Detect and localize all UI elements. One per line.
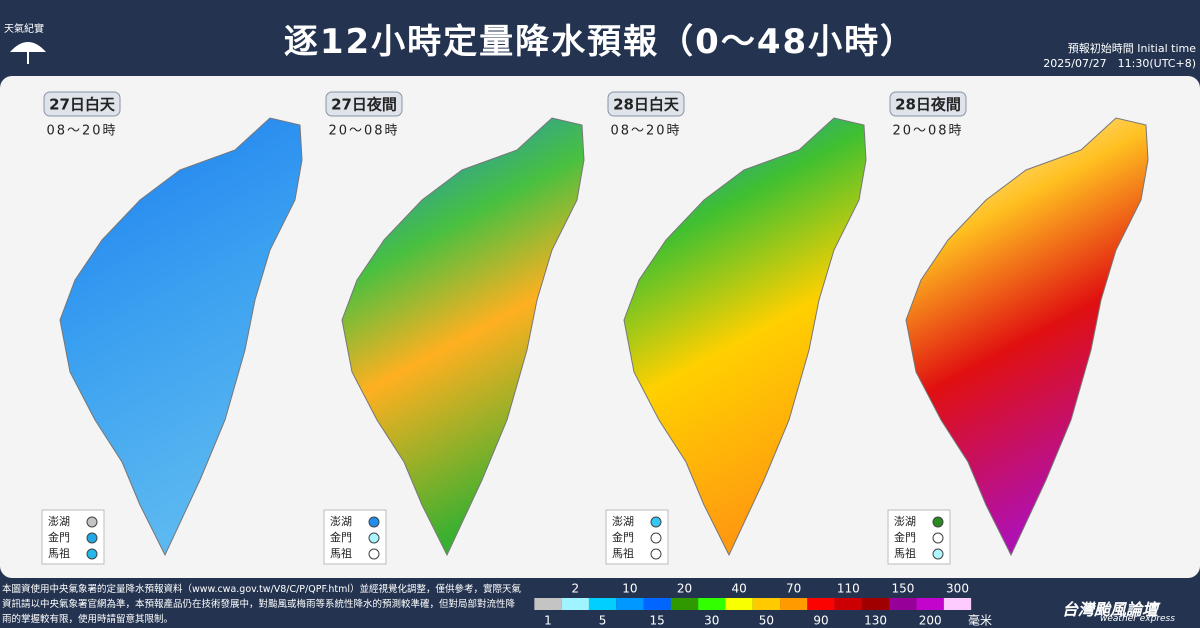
scale-box — [643, 598, 671, 610]
scale-box — [534, 598, 562, 610]
panel-day: 27日夜間 — [331, 96, 397, 114]
island-name: 澎湖 — [330, 515, 352, 528]
scale-unit: 毫米 — [968, 613, 992, 628]
scale-label: 50 — [759, 614, 774, 628]
island-map — [905, 117, 1149, 557]
scale-label: 130 — [864, 614, 887, 628]
brand: 台灣颱風論壇 — [1062, 600, 1159, 619]
island-name: 金門 — [894, 530, 916, 544]
color-scale: 1 2 5 10 15 20 30 40 50 70 90 110 130 150 200 300 毫米 — [534, 582, 992, 628]
header — [0, 0, 1200, 76]
scale-label: 5 — [599, 614, 607, 628]
panel-day: 28日白天 — [613, 96, 680, 114]
logo-text: 天氣紀實 — [4, 24, 44, 35]
island-map — [623, 117, 867, 557]
scale-box — [916, 598, 944, 610]
scale-box — [725, 598, 753, 610]
island-name: 澎湖 — [612, 515, 634, 528]
maps: 27日白天08～20時澎湖金門馬祖27日夜間20～08時澎湖金門馬祖28日白天0… — [41, 91, 1149, 565]
panel-time: 20～08時 — [328, 124, 399, 139]
scale-label: 15 — [650, 614, 665, 628]
island-name: 金門 — [330, 530, 352, 544]
scale-box — [889, 598, 917, 610]
scale-label: 2 — [571, 582, 579, 596]
scale-box — [698, 598, 726, 610]
panel-time: 08～20時 — [46, 124, 117, 139]
scale-label: 40 — [731, 582, 746, 596]
disclaimer: 本圖資使用中央氣象署的定量降水預報資料（www.cwa.gov.tw/V8/C/… — [2, 584, 522, 625]
scale-label: 300 — [946, 582, 969, 596]
island-name: 馬祖 — [894, 546, 916, 560]
scale-label: 70 — [786, 582, 801, 596]
island-dot — [650, 532, 662, 544]
scale-label: 200 — [919, 614, 942, 628]
panel-label-box — [607, 91, 685, 117]
island-name: 金門 — [48, 530, 70, 544]
init-time: 2025/07/27 11:30(UTC+8) — [1043, 57, 1196, 70]
island-dot — [368, 516, 380, 528]
island-dot — [932, 516, 944, 528]
island-name: 馬祖 — [48, 546, 70, 560]
island-dot — [368, 548, 380, 560]
island-name: 馬祖 — [612, 546, 634, 560]
island-name: 澎湖 — [48, 515, 70, 528]
island-dot — [86, 516, 98, 528]
scale-box — [780, 598, 808, 610]
island-name: 金門 — [612, 530, 634, 544]
panel-label-box — [43, 91, 121, 117]
scale-label: 20 — [677, 582, 692, 596]
scale-label: 10 — [622, 582, 637, 596]
scale-label: 110 — [837, 582, 860, 596]
island-dot — [86, 532, 98, 544]
island-name: 澎湖 — [894, 515, 916, 528]
island-name: 馬祖 — [330, 546, 352, 560]
init-label: 預報初始時間 Initial time — [1067, 42, 1196, 55]
island-dot — [86, 548, 98, 560]
island-dot — [368, 532, 380, 544]
scale-box — [943, 598, 972, 610]
scale-box — [752, 598, 781, 610]
scale-box — [861, 598, 890, 610]
panel-time: 08～20時 — [610, 124, 681, 139]
scale-label: 150 — [891, 582, 914, 596]
panel-time: 20～08時 — [892, 124, 963, 139]
scale-box — [670, 598, 699, 610]
scale-box — [834, 598, 862, 610]
scale-label: 1 — [544, 614, 552, 628]
scale-box — [807, 598, 835, 610]
island-dot — [650, 516, 662, 528]
island-dot — [932, 548, 944, 560]
scale-label: 90 — [813, 614, 828, 628]
panel-label-box — [889, 91, 967, 117]
scale-box — [616, 598, 644, 610]
scale-box — [561, 598, 589, 610]
island-map — [59, 117, 303, 557]
brand-en: weather express — [1100, 614, 1175, 624]
panel-label-box — [325, 91, 403, 117]
logo-icon — [10, 42, 46, 64]
scale-box — [588, 598, 617, 610]
island-dot — [932, 532, 944, 544]
scale-label: 30 — [704, 614, 719, 628]
panel-day: 27日白天 — [49, 96, 116, 114]
island-map — [341, 117, 585, 557]
panel-day: 28日夜間 — [895, 96, 961, 114]
title: 逐12小時定量降水預報（0～48小時） — [283, 22, 917, 62]
island-dot — [650, 548, 662, 560]
